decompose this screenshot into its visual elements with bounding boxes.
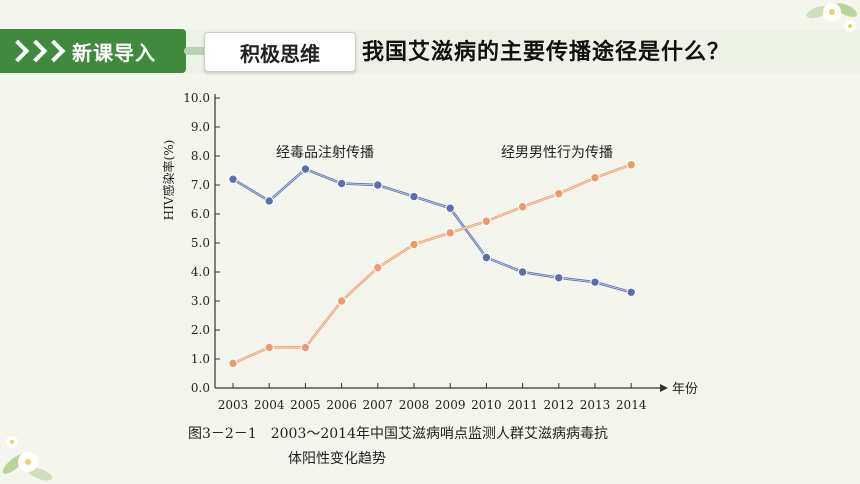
data-point <box>626 160 636 170</box>
data-point <box>517 267 528 277</box>
series-label: 经毒品注射传播 <box>276 145 374 161</box>
y-tick-label: 5.0 <box>191 236 210 250</box>
flower-decoration-icon <box>806 3 858 32</box>
data-point <box>554 273 564 283</box>
tag-connector <box>184 47 206 55</box>
data-point <box>336 296 347 306</box>
x-axis-arrow <box>660 384 668 392</box>
y-tick-label: 0.0 <box>191 381 210 395</box>
data-point <box>481 216 492 226</box>
x-tick-label: 2004 <box>254 398 285 412</box>
data-point <box>373 262 383 273</box>
y-axis-label: HIV感染率(%) <box>161 140 176 221</box>
series-label: 经男男性行为传播 <box>501 145 613 161</box>
data-point <box>228 358 238 369</box>
data-point <box>445 228 455 238</box>
flower-decoration-icon <box>2 436 53 481</box>
y-tick-label: 4.0 <box>191 265 210 279</box>
data-point <box>481 252 492 263</box>
data-point <box>445 203 455 213</box>
x-tick-label: 2012 <box>544 398 575 412</box>
x-tick-label: 2005 <box>290 398 321 412</box>
x-tick-label: 2013 <box>580 398 611 412</box>
y-tick-label: 6.0 <box>191 207 210 221</box>
data-point <box>590 277 600 287</box>
x-tick-label: 2011 <box>507 398 538 412</box>
data-point <box>336 178 347 189</box>
data-point <box>409 191 419 202</box>
x-tick-label: 2006 <box>326 398 357 412</box>
data-point <box>264 196 274 206</box>
page-title: 我国艾滋病的主要传播途径是什么？ <box>362 40 731 65</box>
series-line-highlight <box>232 164 632 364</box>
y-tick-label: 10.0 <box>183 91 210 105</box>
x-tick-label: 2008 <box>399 398 430 412</box>
section-label: 新课导入 <box>72 40 156 65</box>
data-point <box>264 342 274 353</box>
y-tick-label: 2.0 <box>191 323 210 337</box>
figure-caption: 图3－2－1 2003～2014年中国艾滋病哨点监测人群艾滋病病毒抗 <box>188 426 608 442</box>
subsection-label: 积极思维 <box>204 32 356 72</box>
y-tick-label: 8.0 <box>191 149 210 163</box>
x-tick-label: 2010 <box>471 398 502 412</box>
data-point <box>554 189 564 199</box>
figure-caption-line2: 体阳性变化趋势 <box>288 451 386 467</box>
series-line-highlight <box>232 168 632 293</box>
data-point <box>300 342 311 353</box>
x-tick-label: 2014 <box>616 398 647 412</box>
chevron-right-icon <box>6 39 66 63</box>
x-tick-label: 2007 <box>363 398 394 412</box>
section-tag: 新课导入 <box>0 29 186 73</box>
data-point <box>300 164 311 174</box>
x-axis-label: 年份 <box>672 382 698 397</box>
series-line <box>232 163 632 365</box>
data-point <box>373 180 383 190</box>
data-point <box>626 287 636 298</box>
y-tick-label: 9.0 <box>191 120 210 134</box>
data-point <box>228 174 238 184</box>
data-point <box>590 173 600 183</box>
data-point <box>517 202 528 212</box>
y-tick-label: 3.0 <box>191 294 210 308</box>
y-tick-label: 7.0 <box>191 178 210 192</box>
x-tick-label: 2003 <box>218 398 249 412</box>
x-tick-label: 2009 <box>435 398 466 412</box>
data-point <box>409 239 419 250</box>
line-chart: 0.0 1.0 2.0 3.0 4.0 5.0 6.0 7.0 8.0 9.0 10.0 2003 20… <box>161 91 698 412</box>
y-tick-label: 1.0 <box>191 352 210 366</box>
